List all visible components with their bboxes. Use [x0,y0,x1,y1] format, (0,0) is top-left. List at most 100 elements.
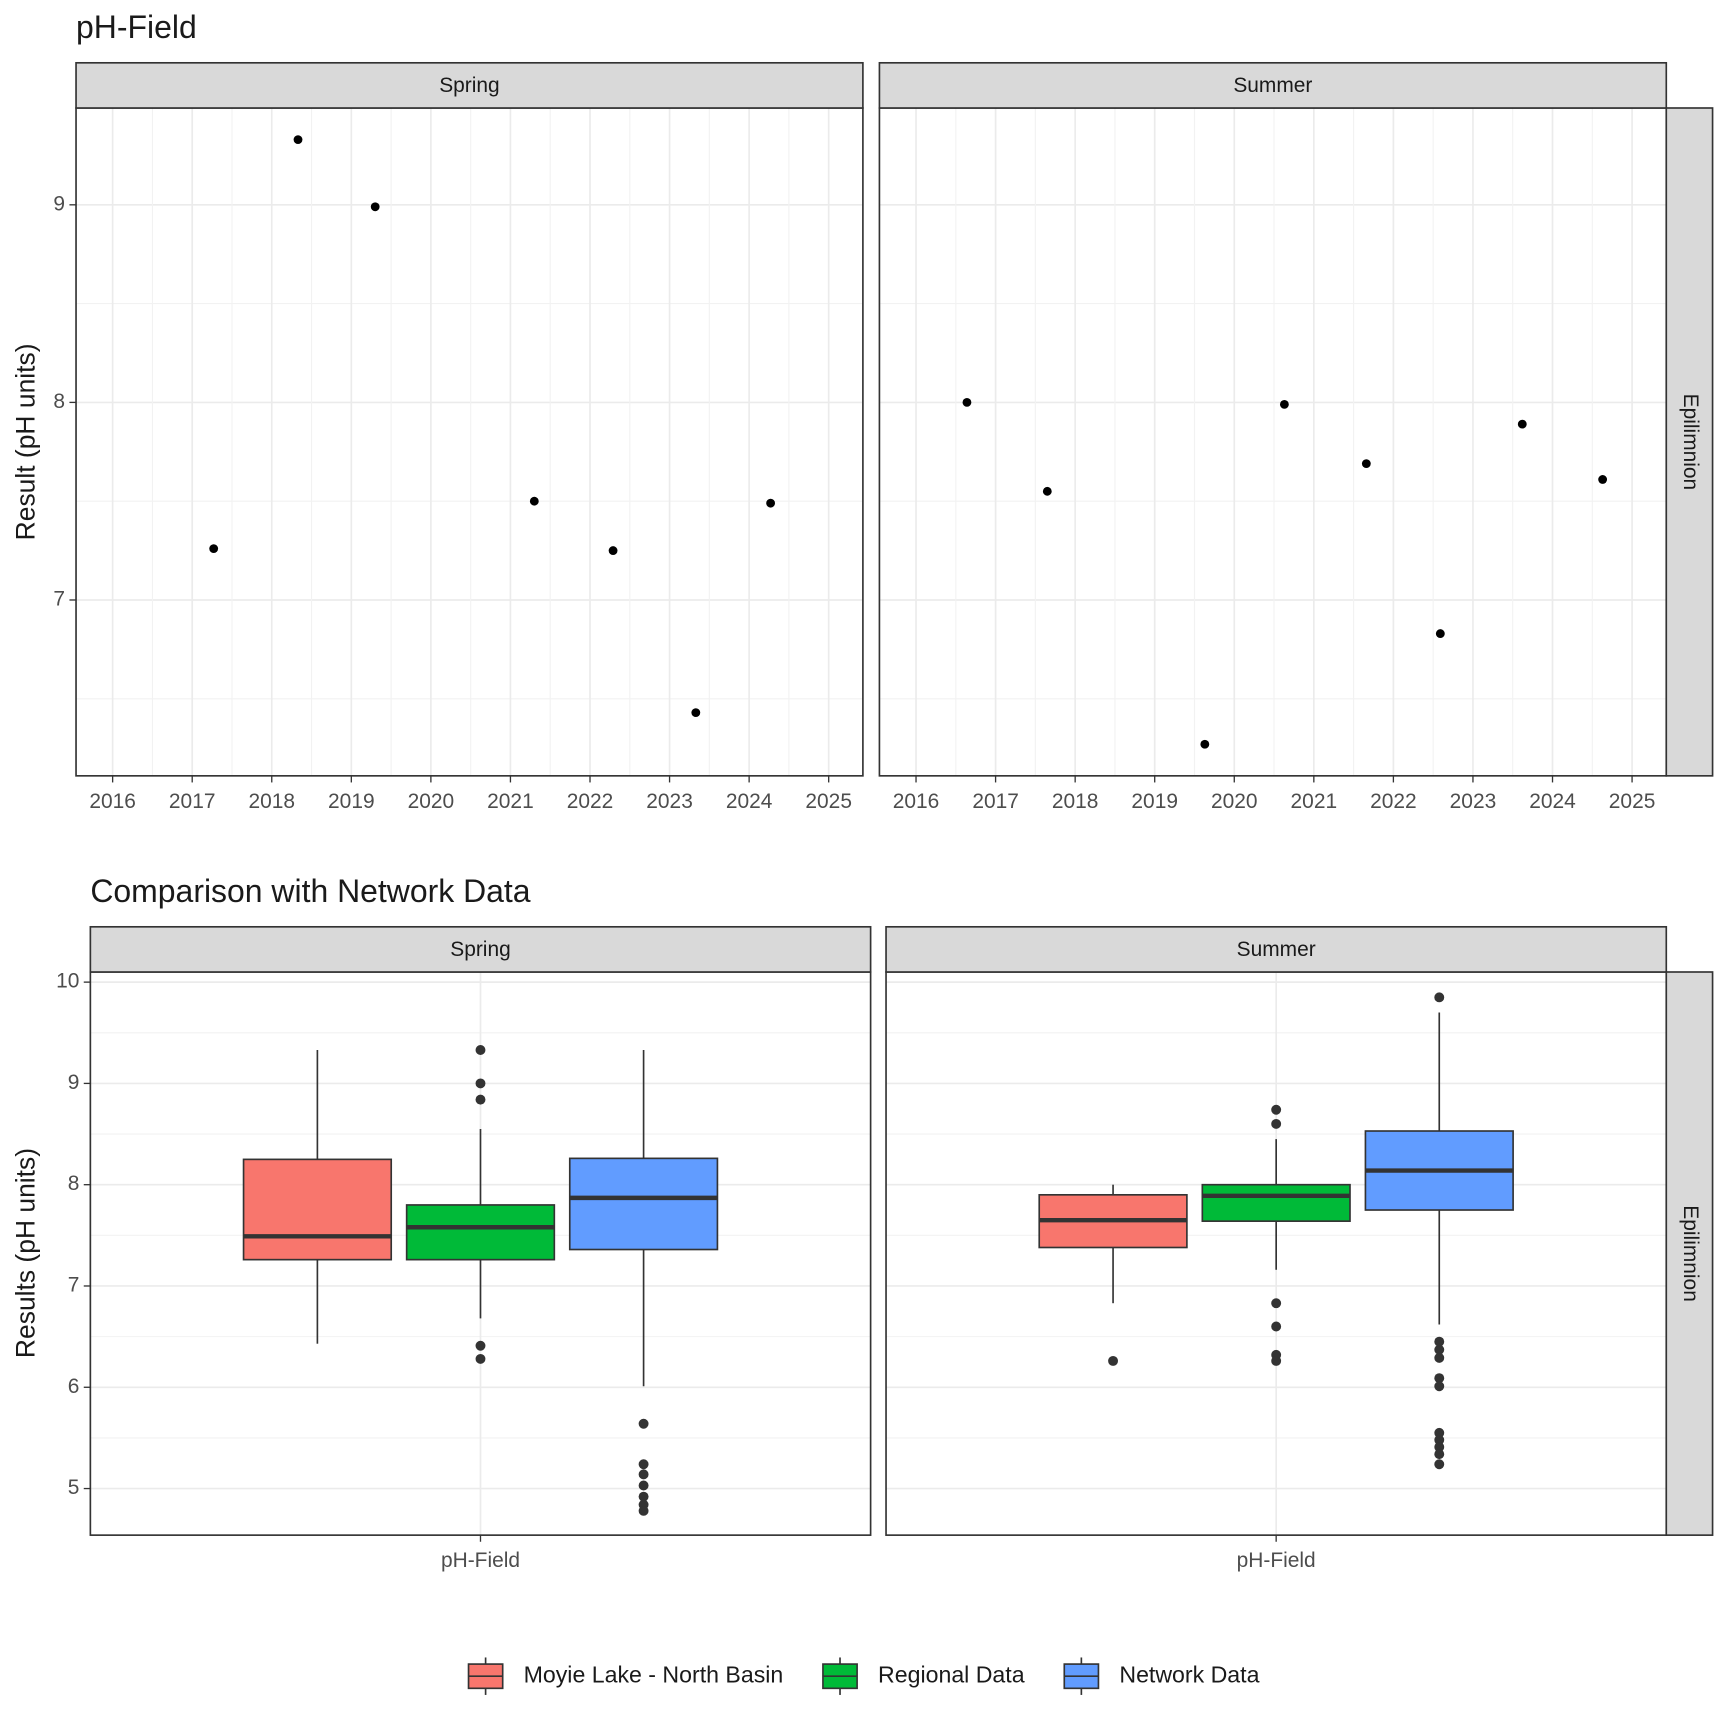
strip [89,925,872,973]
outlier [1434,992,1445,1003]
point [766,498,776,508]
outlier [475,1094,486,1105]
outlier [638,1459,649,1470]
point [370,202,380,212]
outlier [475,1078,486,1089]
outlier [638,1418,649,1429]
legend-label: Regional Data [878,1661,1025,1687]
outlier [1271,1118,1282,1129]
strip [878,61,1668,109]
point [1598,475,1608,484]
outlier [1271,1104,1282,1115]
x-tick-label: 2020 [1211,790,1258,813]
outlier [1271,1321,1282,1332]
row-strip [1665,107,1714,777]
y-tick-label: 7 [53,588,65,611]
outlier [1271,1355,1282,1366]
strip-label: Spring [450,938,510,961]
x-tick-label: 2018 [248,790,295,813]
x-tick-label: pH-Field [1237,1549,1316,1572]
y-tick-label: 8 [53,390,65,413]
outlier [1434,1459,1445,1470]
outlier [1271,1298,1282,1309]
outlier [475,1340,486,1351]
outlier [475,1353,486,1364]
y-tick-label: 10 [56,970,79,993]
outlier [1434,1442,1445,1452]
outlier [638,1505,649,1516]
legend-label: Network Data [1119,1661,1259,1687]
x-tick-label: 2017 [972,790,1019,813]
strip-label: Summer [1233,74,1312,97]
outlier [1434,1352,1445,1363]
x-tick-label: 2021 [487,790,534,813]
outlier [638,1480,649,1491]
y-tick-label: 9 [68,1071,80,1094]
y-tick-label: 5 [68,1476,80,1499]
box [1201,1183,1351,1222]
x-tick-label: 2022 [567,790,614,813]
point [1279,399,1289,409]
outlier [1434,1336,1445,1347]
outlier [1434,1449,1445,1460]
outlier [1434,1373,1445,1384]
strip-label: Spring [439,74,499,97]
box [568,1157,719,1251]
point [209,544,219,554]
x-tick-label: 2025 [805,790,852,813]
point [608,546,618,555]
outlier [1434,1381,1445,1392]
x-tick-label: pH-Field [441,1549,520,1572]
point [529,496,539,506]
chart-title: pH-Field [76,9,197,45]
panel-background [76,108,863,776]
x-tick-label: 2018 [1052,790,1099,813]
x-tick-label: 2016 [893,790,940,813]
x-tick-label: 2023 [646,790,693,813]
box [242,1158,393,1261]
x-tick-label: 2019 [328,790,375,813]
strip [75,61,864,109]
x-tick-label: 2019 [1131,790,1178,813]
outlier [1434,1427,1445,1438]
outlier [638,1491,649,1502]
outlier [1434,1344,1445,1355]
outlier [638,1469,649,1480]
y-tick-label: 7 [68,1274,80,1297]
y-tick-label: 6 [68,1375,80,1398]
x-tick-label: 2024 [1529,790,1576,813]
row-strip [1665,971,1714,1536]
x-tick-label: 2022 [1370,790,1417,813]
y-axis-label: Result (pH units) [11,343,41,540]
x-tick-label: 2016 [89,790,136,813]
point [1200,739,1210,749]
strip-label: Summer [1237,938,1316,961]
y-tick-label: 9 [53,192,65,215]
y-tick-label: 8 [68,1172,80,1195]
outlier [1108,1355,1119,1366]
x-tick-label: 2024 [726,790,773,813]
x-tick-label: 2017 [169,790,216,813]
legend-label: Moyie Lake - North Basin [524,1661,784,1687]
row-strip-label: Epilimnion [1679,1205,1702,1302]
outlier [475,1045,486,1055]
point [1361,459,1371,469]
x-tick-label: 2025 [1609,790,1656,813]
row-strip-label: Epilimnion [1679,394,1702,491]
x-tick-label: 2020 [408,790,455,813]
outlier [1434,1434,1445,1445]
point [1435,629,1445,638]
point [962,397,972,407]
point [1517,419,1527,429]
point [293,135,303,145]
point [1042,486,1052,496]
panel-background [879,108,1667,776]
point [691,708,701,718]
y-axis-label: Results (pH units) [11,1148,41,1358]
strip [885,925,1668,973]
x-tick-label: 2021 [1291,790,1338,813]
box [405,1204,556,1261]
x-tick-label: 2023 [1450,790,1497,813]
chart-title: Comparison with Network Data [90,873,530,909]
